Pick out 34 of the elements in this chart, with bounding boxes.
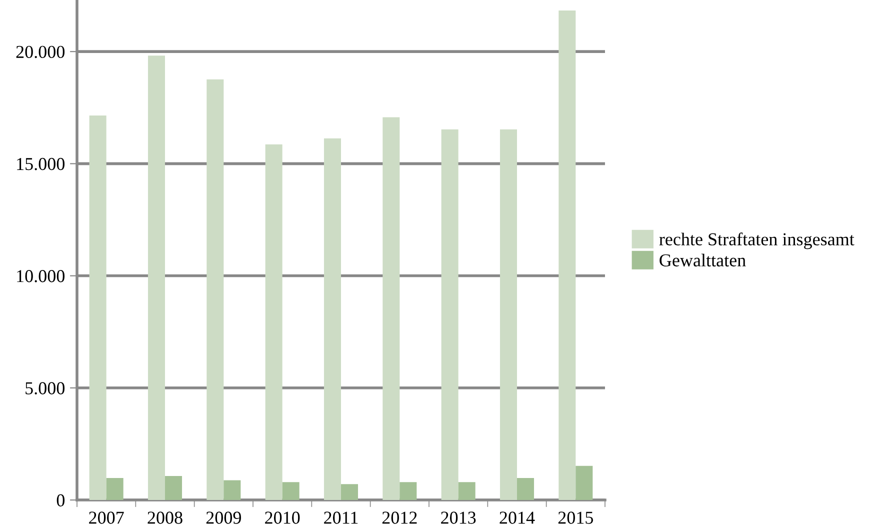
bar xyxy=(441,129,458,500)
x-tick-label: 2015 xyxy=(558,512,594,524)
bar xyxy=(324,138,341,500)
y-tick-label: 0 xyxy=(56,494,65,506)
bar xyxy=(89,115,106,500)
y-tick-label: 20.000 xyxy=(16,46,65,58)
y-tick-label: 15.000 xyxy=(17,158,65,170)
x-tick-label: 2011 xyxy=(324,512,358,524)
y-tick-label: 10.000 xyxy=(17,270,65,282)
bar xyxy=(282,482,300,500)
bar xyxy=(106,478,124,500)
bar xyxy=(206,79,224,500)
bar xyxy=(400,482,417,500)
bar xyxy=(265,144,282,500)
x-tick-label: 2007 xyxy=(89,512,124,524)
bar xyxy=(458,482,476,500)
bar xyxy=(341,484,358,500)
bar xyxy=(382,117,400,500)
bar xyxy=(558,10,576,500)
bar xyxy=(500,129,517,500)
x-tick-label: 2014 xyxy=(500,512,535,524)
bar xyxy=(517,478,534,500)
x-tick-label: 2013 xyxy=(441,512,476,524)
x-tick-label: 2008 xyxy=(148,512,182,524)
x-tick-label: 2010 xyxy=(265,512,300,524)
legend-label: rechte Straftaten insgesamt xyxy=(659,232,854,250)
bar xyxy=(224,480,241,500)
y-tick-label: 5.000 xyxy=(26,382,65,394)
bar xyxy=(165,476,182,500)
x-tick-label: 2009 xyxy=(206,512,241,524)
legend-label: Gewalttaten xyxy=(660,254,746,266)
bar xyxy=(576,466,593,500)
bar xyxy=(148,56,165,500)
x-tick-label: 2012 xyxy=(382,512,417,524)
